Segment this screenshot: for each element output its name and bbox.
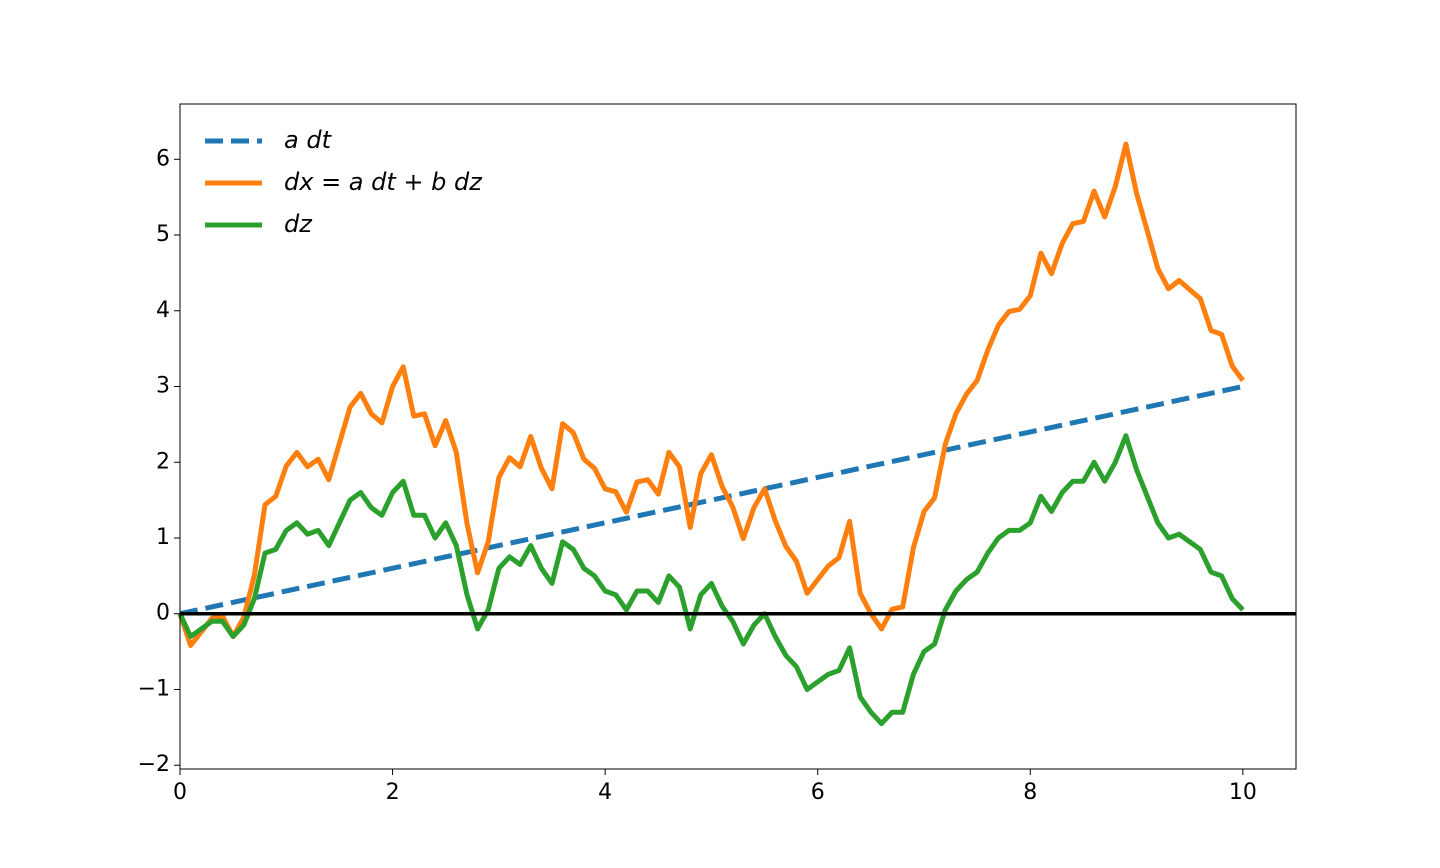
legend-label: dz [284,210,313,238]
x-tick-label: 6 [811,780,825,805]
y-tick-label: 5 [156,222,170,247]
y-tick-label: 3 [156,374,170,399]
y-tick-label: 6 [156,146,170,171]
x-tick-label: 4 [598,780,612,805]
y-tick-label: 1 [156,525,170,550]
x-tick-label: 10 [1229,780,1257,805]
y-tick-label: 0 [156,601,170,626]
y-tick-label: −2 [138,752,170,777]
plot-frame [179,103,1297,770]
y-tick-label: 4 [156,298,170,323]
y-tick-label: 2 [156,449,170,474]
legend-label: a dt [284,126,333,154]
y-tick-label: −1 [138,676,170,701]
x-tick-label: 0 [173,780,187,805]
series-line [177,433,1245,727]
legend-label: dx = a dt + b dz [284,168,483,196]
x-tick-label: 2 [386,780,400,805]
x-tick-label: 8 [1023,780,1037,805]
series-line [177,141,1245,648]
